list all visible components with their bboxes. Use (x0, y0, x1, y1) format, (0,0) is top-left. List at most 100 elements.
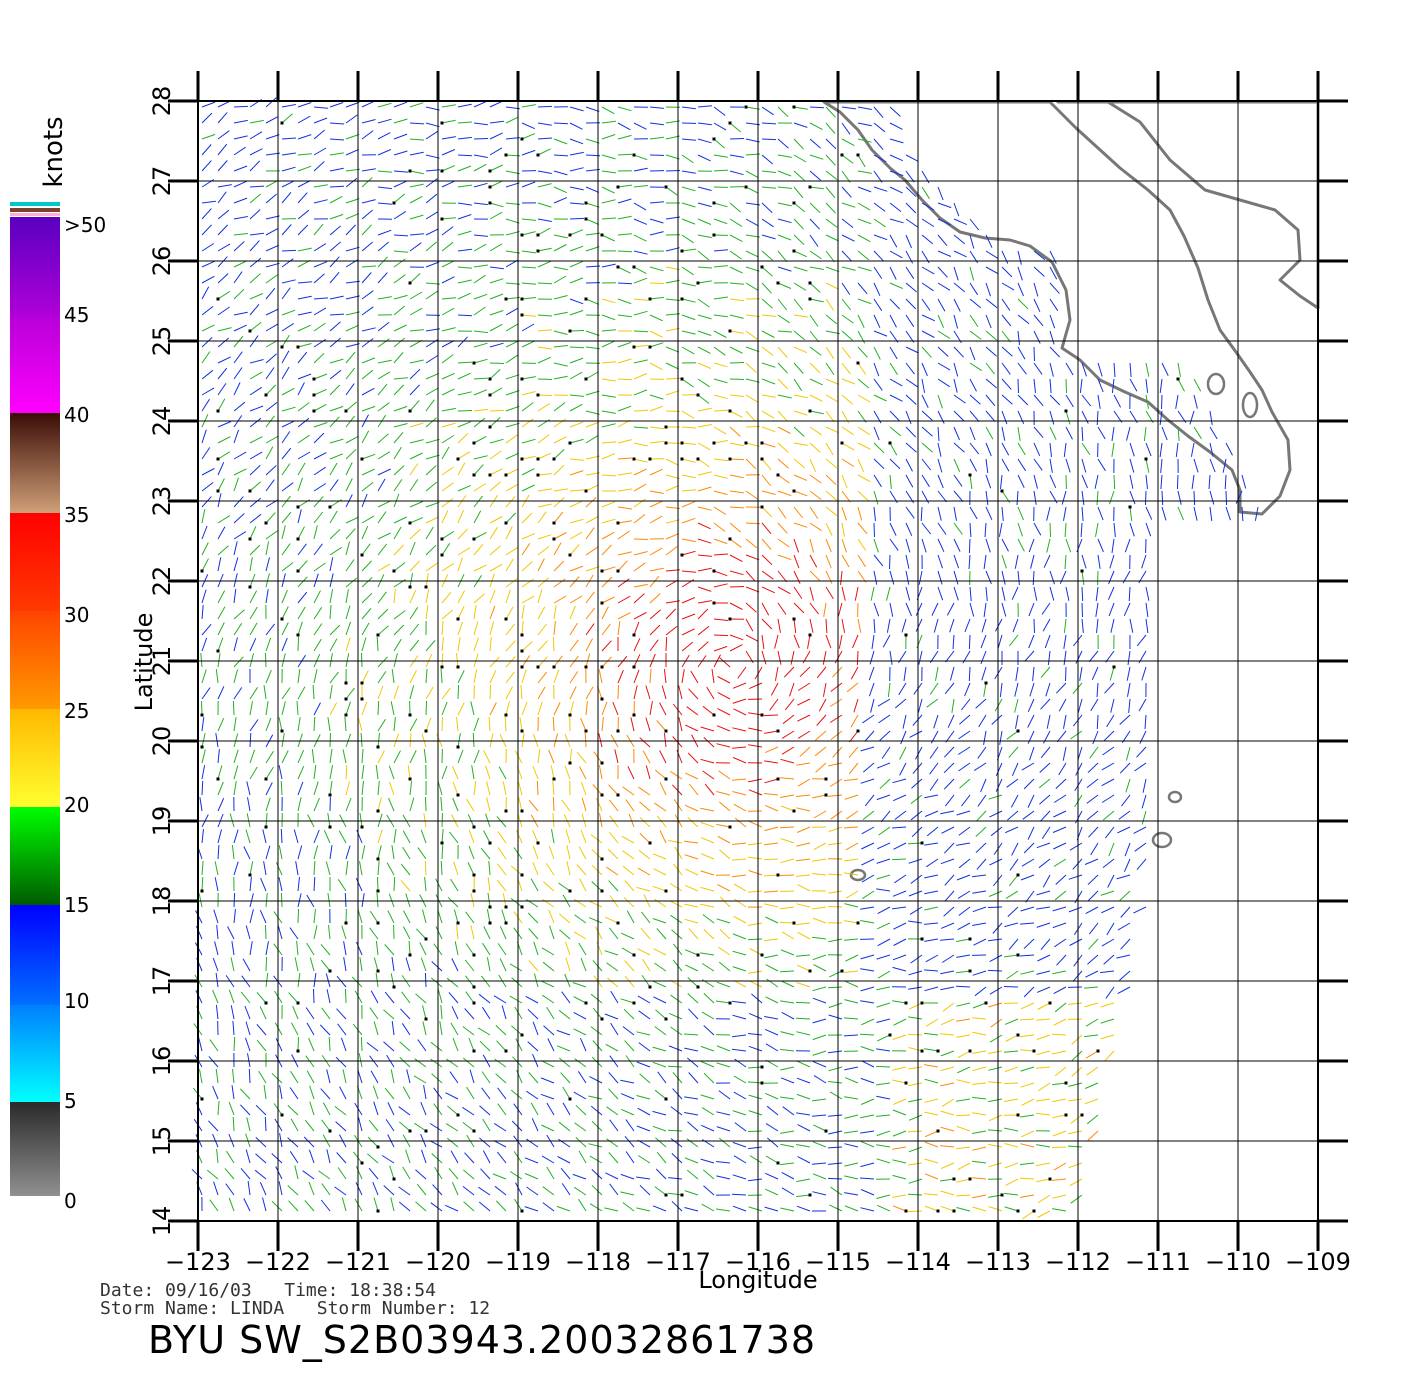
rain-flag-marker (248, 329, 252, 333)
wind-vector (812, 1034, 827, 1041)
wind-vector (796, 1077, 811, 1084)
wind-vector (449, 1071, 459, 1084)
wind-vector (489, 684, 492, 700)
rain-flag-marker (504, 809, 508, 813)
wind-vector (553, 266, 568, 271)
wind-vector (983, 602, 987, 617)
wind-vector (889, 538, 899, 551)
wind-vector (1129, 522, 1135, 537)
wind-vector (601, 120, 616, 124)
wind-vector (400, 863, 411, 876)
rain-flag-marker (488, 185, 492, 189)
wind-vector (799, 666, 811, 678)
wind-vector (265, 750, 274, 764)
rain-flag-marker (568, 889, 572, 893)
wind-vector (361, 290, 374, 300)
wind-vector (1049, 442, 1052, 457)
rain-flag-marker (296, 633, 300, 637)
wind-vector (1033, 474, 1038, 489)
wind-vector (868, 682, 875, 697)
wind-vector (953, 202, 960, 217)
wind-vector (297, 477, 303, 492)
wind-vector (290, 1022, 299, 1036)
wind-vector (217, 781, 224, 796)
wind-vector (201, 101, 216, 108)
wind-vector (892, 1130, 907, 1137)
wind-vector (231, 845, 235, 860)
wind-vector (512, 1056, 523, 1068)
wind-vector (1020, 970, 1035, 975)
wind-vector (400, 879, 411, 892)
wind-vector (880, 810, 891, 823)
wind-vector (297, 434, 310, 444)
wind-vector (335, 1121, 347, 1132)
wind-vector (505, 578, 518, 588)
wind-vector (585, 435, 599, 444)
wind-vector (1129, 618, 1134, 633)
wind-vector (718, 770, 731, 780)
wind-vector (505, 354, 518, 364)
wind-vector (684, 804, 699, 812)
wind-vector (345, 133, 360, 140)
wind-vector (201, 482, 214, 492)
wind-vector (924, 1130, 939, 1138)
rain-flag-marker (520, 297, 524, 301)
wind-vector (262, 1197, 267, 1212)
wind-vector (304, 1119, 315, 1132)
wind-vector (329, 195, 343, 204)
wind-vector (377, 256, 388, 268)
wind-vector (956, 1178, 971, 1183)
wind-vector (732, 682, 747, 689)
rain-flag-marker (440, 665, 444, 669)
wind-vector (265, 227, 279, 236)
wind-vector (924, 1098, 939, 1103)
wind-vector (816, 666, 827, 679)
wind-vector (793, 122, 808, 128)
wind-vector (327, 813, 331, 828)
wind-vector (217, 797, 225, 812)
rain-flag-marker (840, 441, 844, 445)
rain-flag-marker (584, 201, 588, 205)
wind-vector (281, 350, 290, 364)
wind-vector (796, 807, 811, 812)
wind-vector (345, 324, 359, 332)
wind-vector (553, 362, 568, 367)
wind-vector (569, 138, 584, 145)
wind-vector (1005, 890, 1019, 899)
wind-vector (905, 186, 917, 198)
wind-vector (925, 1018, 939, 1027)
wind-vector (943, 762, 955, 774)
wind-vector (551, 829, 555, 844)
wind-vector (1081, 586, 1084, 602)
wind-vector (584, 732, 587, 748)
wind-vector (537, 701, 543, 716)
wind-vector (943, 778, 955, 790)
wind-vector (796, 1205, 811, 1212)
wind-vector (201, 160, 212, 172)
wind-vector (217, 383, 227, 396)
wind-vector (921, 330, 935, 338)
wind-vector (873, 298, 883, 311)
wind-vector (876, 888, 891, 892)
wind-vector (1108, 490, 1115, 505)
wind-vector (217, 112, 228, 124)
wind-vector (1209, 458, 1216, 473)
wind-vector (1144, 714, 1147, 730)
wind-vector (841, 202, 856, 208)
wind-vector (313, 307, 327, 316)
wind-vector (969, 394, 981, 405)
wind-vector (891, 826, 907, 829)
wind-vector (670, 770, 683, 780)
wind-vector (393, 133, 408, 140)
wind-vector (617, 314, 632, 318)
wind-vector (605, 1043, 619, 1052)
wind-vector (527, 1008, 539, 1020)
wind-vector (1065, 426, 1073, 440)
wind-vector (777, 538, 790, 548)
wind-vector (940, 970, 955, 975)
wind-vector (345, 148, 360, 156)
wind-vector (733, 1075, 747, 1084)
wind-vector (361, 652, 363, 668)
wind-vector (608, 784, 619, 796)
wind-vector (972, 1082, 987, 1085)
